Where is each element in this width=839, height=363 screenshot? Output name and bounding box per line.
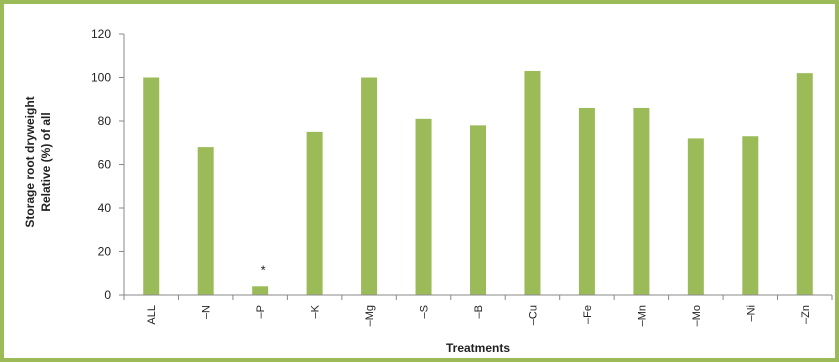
x-tick-label: –B [473,305,485,318]
bars [143,70,813,296]
y-tick-label: 60 [98,158,112,172]
bar-mo [687,138,704,295]
y-tick-label: 80 [98,114,112,128]
bar-chart: Storage root dryweight Relative (%) of a… [23,27,833,355]
bar-k [306,131,323,295]
bar-p [252,286,269,295]
y-axis-title: Storage root dryweight Relative (%) of a… [23,96,53,227]
x-tick-label: –Zn [800,305,812,324]
bar-mn [633,107,650,295]
y-axis-title-line-2: Relative (%) of all [39,112,53,211]
x-tick-label: –S [419,305,431,318]
x-tick-label: –Mg [364,305,376,326]
bar-s [415,118,432,295]
y-tick-label: 40 [98,201,112,215]
x-tick-label: ALL [146,305,158,325]
bar-ni [742,136,759,295]
bar-zn [796,73,813,296]
x-tick-label: –Ni [745,305,757,322]
x-tick-label: –K [310,304,322,318]
x-tick-label: –Mo [691,305,703,326]
bar-fe [578,107,595,295]
bar-mg [361,77,378,295]
x-tick-label: –Mn [636,305,648,326]
bar-all [143,77,160,295]
x-axis-ticks [123,295,833,300]
x-tick-label: –P [255,305,267,318]
x-tick-label: –Fe [582,305,594,324]
y-tick-label: 100 [91,71,111,85]
x-axis-title: Treatments [446,341,510,355]
bar-cu [524,70,541,295]
y-tick-label: 20 [98,245,112,259]
annotations: * [261,262,266,277]
y-axis-title-line-1: Storage root dryweight [23,96,37,227]
x-tick-label: –N [201,305,213,319]
bar-b [470,125,486,295]
y-tick-label: 0 [104,288,111,302]
x-tick-label: –Cu [527,305,539,325]
x-axis-labels: ALL –N –P –K –Mg –S –B –Cu –Fe –Mn –Mo –Ni –Zn [146,304,812,326]
y-axis-ticks: 0 20 40 60 80 100 120 [91,27,124,302]
y-tick-label: 120 [91,27,111,41]
bar-n [197,147,214,295]
significance-marker: * [261,262,266,277]
